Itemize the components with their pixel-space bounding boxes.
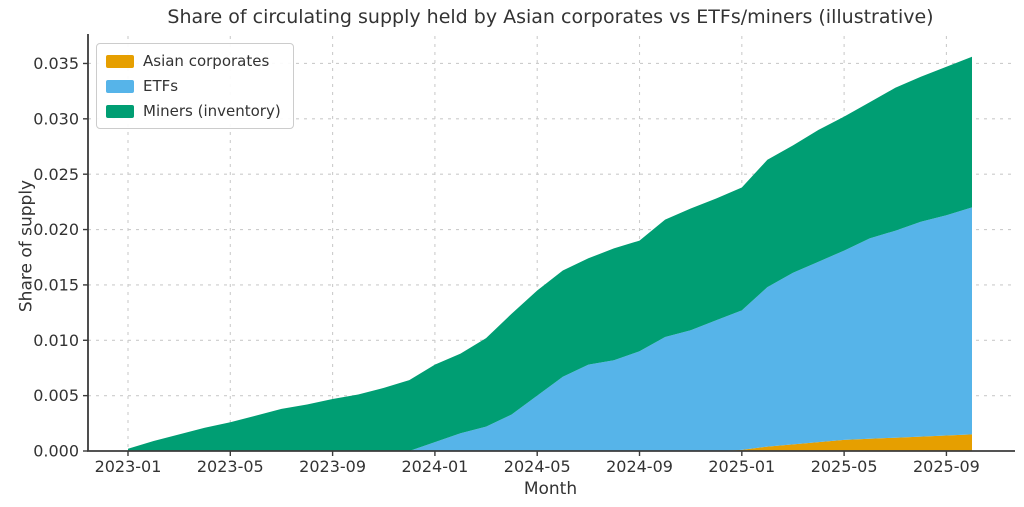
legend-swatch-asian-corporates bbox=[106, 54, 134, 68]
x-tick-label: 2024-01 bbox=[401, 457, 468, 476]
y-tick-label: 0.020 bbox=[33, 220, 79, 239]
legend-label: Miners (inventory) bbox=[143, 102, 281, 120]
legend-item-etfs: ETFs bbox=[106, 77, 281, 95]
y-tick-label: 0.030 bbox=[33, 109, 79, 128]
y-tick-label: 0.025 bbox=[33, 165, 79, 184]
y-tick-label: 0.010 bbox=[33, 331, 79, 350]
legend-item-miners: Miners (inventory) bbox=[106, 102, 281, 120]
area-etfs bbox=[128, 207, 972, 451]
x-tick-label: 2023-01 bbox=[95, 457, 162, 476]
legend-swatch-miners bbox=[106, 104, 134, 118]
area-miners-inventory- bbox=[128, 56, 972, 452]
chart-title: Share of circulating supply held by Asia… bbox=[167, 6, 934, 28]
x-tick-label: 2025-05 bbox=[811, 457, 878, 476]
y-tick-label: 0.015 bbox=[33, 276, 79, 295]
x-tick-label: 2025-01 bbox=[708, 457, 775, 476]
x-tick-label: 2024-05 bbox=[504, 457, 571, 476]
x-axis-label: Month bbox=[523, 479, 578, 499]
y-tick-label: 0.005 bbox=[33, 386, 79, 405]
x-tick-label: 2024-09 bbox=[606, 457, 673, 476]
y-tick-label: 0.035 bbox=[33, 54, 79, 73]
x-tick-label: 2025-09 bbox=[913, 457, 980, 476]
area-asian-corporates bbox=[128, 434, 972, 451]
x-tick-label: 2023-09 bbox=[299, 457, 366, 476]
legend-item-asian-corporates: Asian corporates bbox=[106, 52, 281, 70]
legend-label: ETFs bbox=[143, 77, 179, 95]
y-tick-label: 0.000 bbox=[33, 442, 79, 461]
legend: Asian corporates ETFs Miners (inventory) bbox=[96, 43, 294, 129]
legend-swatch-etfs bbox=[106, 79, 134, 93]
x-tick-label: 2023-05 bbox=[197, 457, 264, 476]
legend-label: Asian corporates bbox=[143, 52, 270, 70]
